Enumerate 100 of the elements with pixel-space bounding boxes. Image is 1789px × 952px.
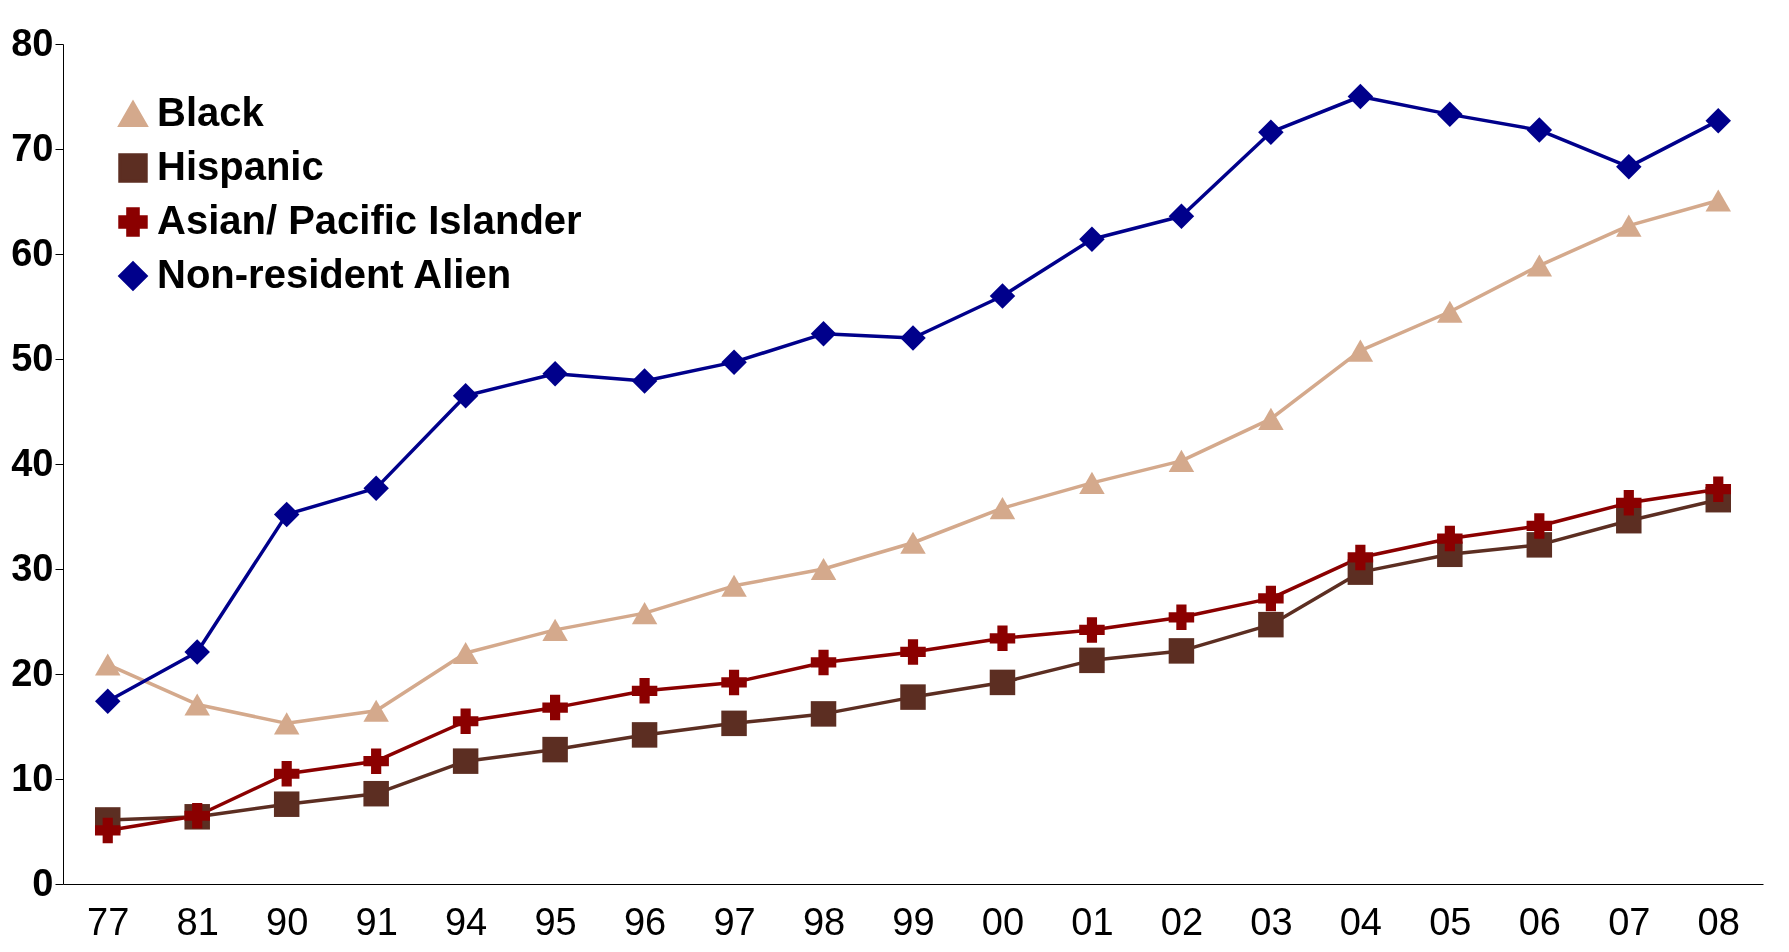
point (900, 684, 926, 710)
x-tick-label: 94 (444, 900, 488, 943)
point (1079, 617, 1105, 643)
x-tick-label: 02 (1160, 900, 1204, 943)
y-tick-label: 20 (11, 651, 54, 694)
point (989, 669, 1016, 696)
y-tick-label: 30 (11, 546, 54, 589)
point (1437, 300, 1463, 323)
point (631, 678, 658, 704)
point (1168, 638, 1195, 664)
point (1079, 471, 1105, 494)
point (1437, 101, 1463, 128)
point (1526, 254, 1553, 277)
point (184, 639, 210, 665)
x-tick-label: 00 (981, 900, 1025, 943)
point (1705, 189, 1732, 212)
point (273, 501, 300, 528)
point (1258, 611, 1284, 638)
x-tick-label: 77 (87, 900, 130, 943)
point (1526, 513, 1553, 539)
legend-label: Hispanic (157, 144, 324, 188)
point (631, 722, 658, 748)
point (721, 574, 747, 597)
point (94, 653, 121, 676)
x-tick-label: 03 (1250, 900, 1293, 943)
point (900, 325, 926, 351)
point (989, 625, 1016, 652)
point (1705, 107, 1732, 134)
x-tick-label: 95 (534, 900, 577, 943)
point (452, 383, 479, 409)
point (631, 368, 658, 394)
point (452, 708, 479, 734)
y-tick-label: 70 (11, 126, 54, 169)
point (363, 475, 389, 501)
y-tick-label: 50 (11, 336, 54, 379)
point (1616, 214, 1642, 237)
point (363, 780, 389, 807)
point (363, 699, 389, 722)
point (1526, 117, 1553, 143)
point (1079, 647, 1105, 674)
point (273, 791, 300, 817)
point (542, 360, 568, 387)
x-tick-label: 91 (355, 900, 398, 943)
point (810, 701, 837, 727)
point (1168, 449, 1195, 472)
point (721, 669, 747, 696)
x-tick-label: 04 (1339, 900, 1383, 943)
x-tick-label: 07 (1608, 900, 1651, 943)
y-tick-label: 40 (11, 441, 54, 484)
legend-label: Asian/ Pacific Islander (157, 198, 582, 242)
point (1347, 544, 1374, 571)
point (452, 641, 479, 665)
point (1258, 407, 1284, 430)
point (94, 817, 121, 844)
x-tick-label: 06 (1518, 900, 1561, 943)
point (363, 748, 389, 774)
point (1347, 339, 1374, 362)
point (1616, 154, 1642, 180)
point (721, 710, 747, 737)
point (1616, 490, 1642, 516)
y-tick-label: 80 (11, 21, 54, 64)
point (273, 761, 300, 787)
point (989, 497, 1016, 520)
point (1258, 585, 1284, 612)
y-tick-label: 0 (32, 861, 54, 904)
point (810, 557, 837, 581)
point (1258, 119, 1284, 145)
point (721, 349, 747, 375)
point (1347, 83, 1374, 110)
point (631, 602, 658, 625)
y-tick-label: 10 (11, 756, 54, 799)
point (273, 712, 300, 735)
point (1168, 604, 1195, 631)
point (94, 688, 121, 715)
x-tick-label: 96 (623, 900, 667, 943)
point (1705, 476, 1732, 502)
x-tick-label: 01 (1071, 900, 1114, 943)
point (542, 618, 568, 641)
point (900, 639, 926, 665)
x-tick-label: 97 (713, 900, 756, 943)
x-tick-label: 05 (1429, 900, 1472, 943)
point (452, 748, 479, 774)
legend-label: Non-resident Alien (157, 252, 512, 296)
x-tick-label: 98 (802, 900, 846, 943)
point (542, 694, 568, 721)
point (184, 693, 210, 716)
y-tick-label: 60 (11, 231, 54, 274)
point (1437, 525, 1463, 552)
x-tick-label: 08 (1697, 900, 1740, 943)
point (900, 531, 926, 554)
point (989, 283, 1016, 309)
x-tick-label: 81 (176, 900, 219, 943)
point (1079, 226, 1105, 253)
legend-label: Black (157, 90, 265, 134)
point (1168, 203, 1195, 229)
x-tick-label: 90 (266, 900, 309, 943)
point (810, 321, 837, 347)
point (810, 649, 837, 676)
point (542, 736, 568, 763)
x-tick-label: 99 (892, 900, 935, 943)
